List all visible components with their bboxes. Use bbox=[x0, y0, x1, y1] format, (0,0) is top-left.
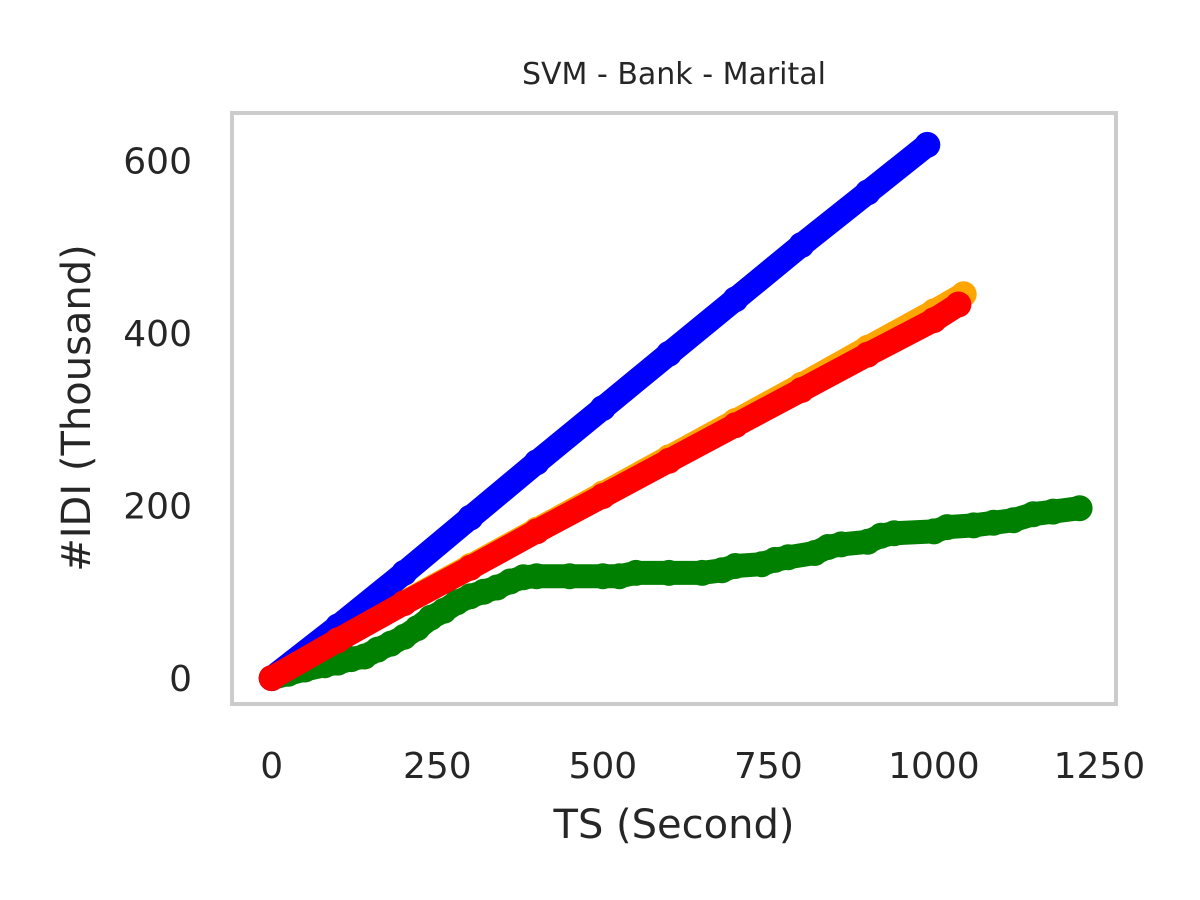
y-tick-label: 0 bbox=[169, 659, 192, 700]
series-2-point-4 bbox=[523, 449, 550, 476]
y-tick-label: 400 bbox=[123, 314, 192, 355]
series-3-point-11 bbox=[945, 291, 972, 318]
series-2-point-2 bbox=[391, 559, 418, 586]
series-1-point-39 bbox=[960, 512, 987, 539]
series-2-point-8 bbox=[788, 232, 815, 258]
series-1-point-20 bbox=[556, 563, 583, 590]
series-1-point-40 bbox=[980, 509, 1007, 536]
series-1-point-38 bbox=[934, 514, 961, 541]
x-tick-label: 0 bbox=[260, 746, 283, 787]
series-3-point-6 bbox=[656, 447, 682, 474]
series-3-point-9 bbox=[854, 341, 881, 368]
series-3-point-3 bbox=[457, 554, 484, 581]
series-3-point-0 bbox=[258, 665, 285, 692]
x-tick-label: 750 bbox=[734, 746, 803, 787]
series-1-point-25 bbox=[689, 559, 716, 586]
series-1-point-30 bbox=[775, 544, 802, 571]
series-1-point-43 bbox=[1040, 498, 1067, 525]
y-axis-label: #IDI (Thousand) bbox=[54, 244, 100, 572]
x-tick-label: 1250 bbox=[1054, 746, 1146, 787]
x-tick-label: 1000 bbox=[888, 746, 980, 787]
series-2-point-7 bbox=[722, 286, 749, 313]
y-tick-label: 600 bbox=[123, 142, 192, 183]
series-3-point-5 bbox=[589, 483, 616, 510]
x-tick-labels: 0 250 500 750 1000 1250 bbox=[260, 746, 1145, 787]
series-1-point-36 bbox=[881, 520, 908, 547]
series-1-point-42 bbox=[1020, 501, 1047, 528]
series-1-point-24 bbox=[656, 559, 682, 586]
series-1-point-41 bbox=[1000, 507, 1027, 534]
series-3-point-2 bbox=[391, 590, 418, 617]
series-3-point-4 bbox=[523, 518, 550, 545]
series-1-point-33 bbox=[828, 531, 855, 558]
series-1 bbox=[258, 495, 1093, 692]
series-2-point-3 bbox=[457, 504, 484, 531]
chart-title: SVM - Bank - Marital bbox=[522, 57, 826, 92]
series-1-point-19 bbox=[523, 563, 550, 590]
series-2-point-6 bbox=[656, 340, 682, 367]
y-tick-labels: 0 200 400 600 bbox=[123, 142, 192, 701]
series-2-point-9 bbox=[854, 179, 881, 206]
series-2-point-5 bbox=[589, 395, 616, 422]
x-tick-label: 250 bbox=[403, 746, 472, 787]
x-axis-label: TS (Second) bbox=[553, 802, 795, 848]
series-1-point-27 bbox=[722, 553, 749, 579]
series-3 bbox=[258, 291, 972, 692]
series-3-point-1 bbox=[324, 627, 351, 654]
series-3-point-10 bbox=[920, 307, 947, 334]
series-1-point-44 bbox=[1066, 495, 1093, 522]
y-tick-label: 200 bbox=[123, 487, 192, 528]
series-3-point-7 bbox=[722, 412, 749, 439]
series-3-point-8 bbox=[788, 377, 815, 403]
series-layer bbox=[258, 131, 1093, 692]
series-1-point-23 bbox=[622, 559, 649, 586]
x-tick-label: 500 bbox=[568, 746, 637, 787]
series-2-point-10 bbox=[914, 131, 941, 158]
